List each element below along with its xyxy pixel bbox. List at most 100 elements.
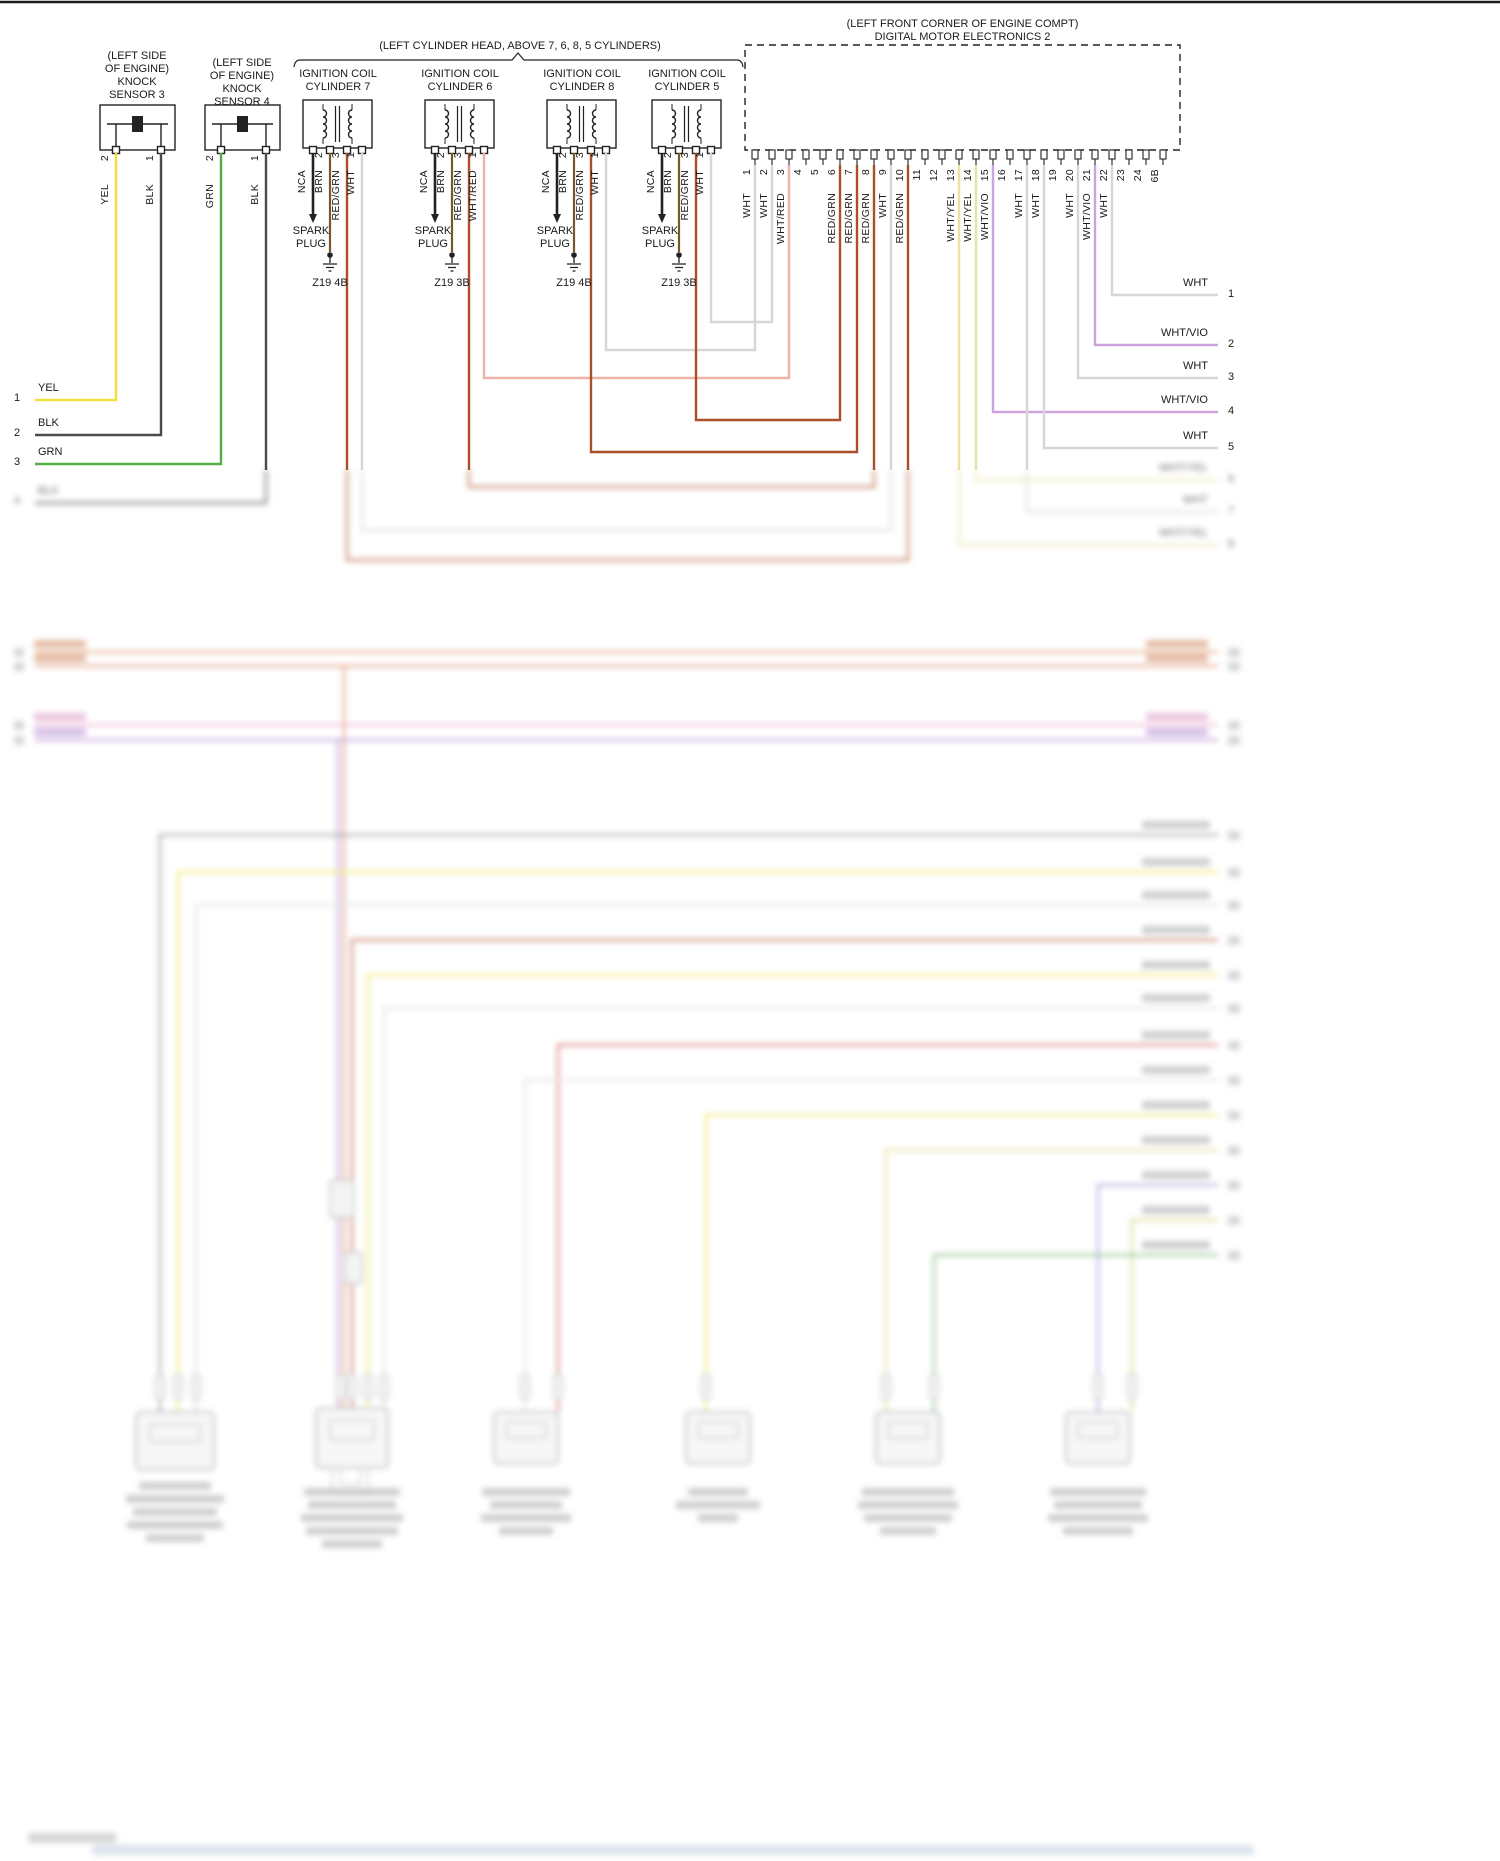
dme-pin-number: 24 bbox=[1132, 169, 1144, 182]
dme-pin-number: 1 bbox=[741, 169, 753, 176]
component-location: OF ENGINE) bbox=[104, 63, 170, 75]
pin-number: 1 bbox=[467, 152, 479, 159]
wire-number: 1 bbox=[14, 392, 21, 404]
ground-reference: Z19 3B bbox=[661, 277, 697, 289]
pin-number: 2 bbox=[204, 155, 216, 162]
coil-dme-wires bbox=[345, 153, 910, 470]
wire-number: 5 bbox=[1228, 441, 1235, 453]
wire-color-label: WHT/VIO bbox=[1160, 327, 1208, 339]
blurred-text-blobs bbox=[14, 640, 1240, 1548]
wire-number: 3 bbox=[14, 456, 21, 468]
dme-pin-number: 16 bbox=[996, 169, 1008, 182]
wire-color-label: NCA bbox=[645, 170, 657, 194]
dme-pin-number: 15 bbox=[979, 169, 991, 182]
dme-pin-number: 21 bbox=[1081, 169, 1093, 182]
wire-color-label: WHT bbox=[1182, 494, 1208, 506]
wire-color-label: WHT bbox=[694, 170, 706, 195]
dme-pin-number: 20 bbox=[1064, 169, 1076, 182]
wire-color-label: WHT/VIO bbox=[1160, 394, 1208, 406]
connector-details bbox=[149, 1419, 1119, 1493]
ground-reference: Z19 3B bbox=[434, 277, 470, 289]
component-name: KNOCK bbox=[117, 76, 157, 88]
wire-color-label: NCA bbox=[418, 170, 430, 194]
inline-connectors bbox=[329, 1179, 363, 1285]
ignition-coil-symbols bbox=[302, 99, 722, 155]
dme-pin-number: 6B bbox=[1149, 169, 1161, 183]
pin-number: 1 bbox=[249, 155, 261, 162]
wire-color-label: NCA bbox=[540, 170, 552, 194]
wire-number: 2 bbox=[1228, 338, 1235, 350]
pin-number: 2 bbox=[99, 155, 111, 162]
knock-sensor-wires bbox=[35, 153, 268, 470]
component-name: SENSOR 4 bbox=[214, 96, 270, 108]
component-location: (LEFT SIDE bbox=[107, 50, 167, 62]
component-name: CYLINDER 5 bbox=[654, 81, 720, 93]
wire-color-label: YEL bbox=[38, 382, 59, 394]
spark-plug-label: PLUG bbox=[296, 238, 326, 250]
wire-color-label: RED/GRN bbox=[452, 170, 464, 221]
dme-pin-wire-label: WHT/YEL bbox=[962, 193, 974, 242]
wire-number: 8 bbox=[1228, 538, 1235, 550]
dme-pin-number: 22 bbox=[1098, 169, 1110, 182]
component-location: (LEFT SIDE bbox=[212, 57, 272, 69]
wire-color-label: RED/GRN bbox=[574, 170, 586, 221]
pin-number: 2 bbox=[313, 152, 325, 159]
cylinder-head-bracket bbox=[293, 52, 744, 68]
spark-plug-label: SPARK bbox=[292, 225, 330, 237]
dme-pin-number: 18 bbox=[1030, 169, 1042, 182]
dme-pin-wire-label: WHT bbox=[1013, 193, 1025, 218]
wire-color-label: YEL bbox=[99, 184, 111, 205]
dme-pin-number: 13 bbox=[945, 169, 957, 182]
component-name: IGNITION COIL bbox=[543, 68, 621, 80]
wire-color-label: WHT/YEL bbox=[1159, 462, 1208, 474]
wire-color-label: WHT bbox=[345, 170, 357, 195]
pin-number: 1 bbox=[345, 152, 357, 159]
cylinder-head-note: (LEFT CYLINDER HEAD, ABOVE 7, 6, 8, 5 CY… bbox=[379, 40, 661, 52]
component-name: IGNITION COIL bbox=[648, 68, 726, 80]
pin-number: 2 bbox=[662, 152, 674, 159]
dme-pin-number: 2 bbox=[758, 169, 770, 176]
dme-pin-wire-label: RED/GRN bbox=[860, 193, 872, 244]
spark-plug-and-ground-leads bbox=[309, 153, 686, 272]
spark-plug-label: SPARK bbox=[414, 225, 452, 237]
wire-number: 1 bbox=[1228, 288, 1235, 300]
dme-pin-number: 8 bbox=[860, 169, 872, 176]
wire-color-label: BRN bbox=[313, 170, 325, 194]
dme-pin-wire-label: WHT/VIO bbox=[979, 193, 991, 241]
spark-plug-label: SPARK bbox=[536, 225, 574, 237]
dme-pin-number: 4 bbox=[792, 169, 804, 176]
wire-color-label: BRN bbox=[435, 170, 447, 194]
wire-color-label: BRN bbox=[557, 170, 569, 194]
component-name: CYLINDER 7 bbox=[305, 81, 371, 93]
wire-color-label: WHT bbox=[1182, 277, 1208, 289]
knock-sensor-4-symbol bbox=[204, 104, 281, 155]
watermark bbox=[28, 1833, 1254, 1855]
dme-pin-number: 3 bbox=[775, 169, 787, 176]
dme-pin-wire-label: RED/GRN bbox=[843, 193, 855, 244]
dme-pin-number: 14 bbox=[962, 169, 974, 182]
wire-color-label: BLK bbox=[38, 417, 59, 429]
pin-number: 2 bbox=[435, 152, 447, 159]
dme-pin-wire-label: WHT/RED bbox=[775, 193, 787, 245]
dme-pin-wire-label: WHT bbox=[1030, 193, 1042, 218]
dme-pin-wire-label: WHT bbox=[741, 193, 753, 218]
wire-number: 4 bbox=[1228, 405, 1235, 417]
blurred-wires bbox=[35, 470, 1218, 1412]
ground-reference: Z19 4B bbox=[312, 277, 348, 289]
pin-number: 3 bbox=[574, 152, 586, 159]
dme-pin-wire-label: WHT/VIO bbox=[1081, 193, 1093, 241]
knock-sensor-3-symbol bbox=[99, 104, 176, 155]
component-name: IGNITION COIL bbox=[299, 68, 377, 80]
component-name: CYLINDER 6 bbox=[427, 81, 493, 93]
dme-pin-number: 6 bbox=[826, 169, 838, 176]
dme-pin-wire-label: WHT bbox=[758, 193, 770, 218]
component-name: SENSOR 3 bbox=[109, 89, 165, 101]
dme-pin-wire-label: WHT bbox=[1064, 193, 1076, 218]
dme-pin-number: 12 bbox=[928, 169, 940, 182]
pin-number: 1 bbox=[144, 155, 156, 162]
pin-number: 1 bbox=[589, 152, 601, 159]
dme-pin-number: 9 bbox=[877, 169, 889, 176]
wire-color-label: BLK bbox=[38, 485, 59, 497]
pin-number: 2 bbox=[557, 152, 569, 159]
component-name: IGNITION COIL bbox=[421, 68, 499, 80]
